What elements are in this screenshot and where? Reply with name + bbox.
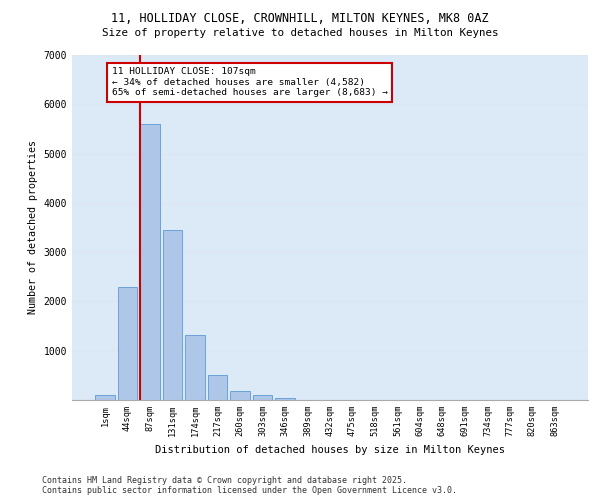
Bar bbox=[275, 398, 295, 400]
Bar bbox=[95, 395, 115, 400]
Bar bbox=[140, 124, 160, 400]
Text: 11, HOLLIDAY CLOSE, CROWNHILL, MILTON KEYNES, MK8 0AZ: 11, HOLLIDAY CLOSE, CROWNHILL, MILTON KE… bbox=[111, 12, 489, 26]
Bar bbox=[230, 390, 250, 400]
Bar bbox=[253, 395, 272, 400]
Bar bbox=[118, 286, 137, 400]
Y-axis label: Number of detached properties: Number of detached properties bbox=[28, 140, 38, 314]
Text: 11 HOLLIDAY CLOSE: 107sqm
← 34% of detached houses are smaller (4,582)
65% of se: 11 HOLLIDAY CLOSE: 107sqm ← 34% of detac… bbox=[112, 68, 388, 97]
Bar bbox=[185, 335, 205, 400]
Bar bbox=[163, 230, 182, 400]
Text: Size of property relative to detached houses in Milton Keynes: Size of property relative to detached ho… bbox=[102, 28, 498, 38]
Text: Contains HM Land Registry data © Crown copyright and database right 2025.
Contai: Contains HM Land Registry data © Crown c… bbox=[42, 476, 457, 495]
Bar bbox=[208, 375, 227, 400]
X-axis label: Distribution of detached houses by size in Milton Keynes: Distribution of detached houses by size … bbox=[155, 444, 505, 454]
